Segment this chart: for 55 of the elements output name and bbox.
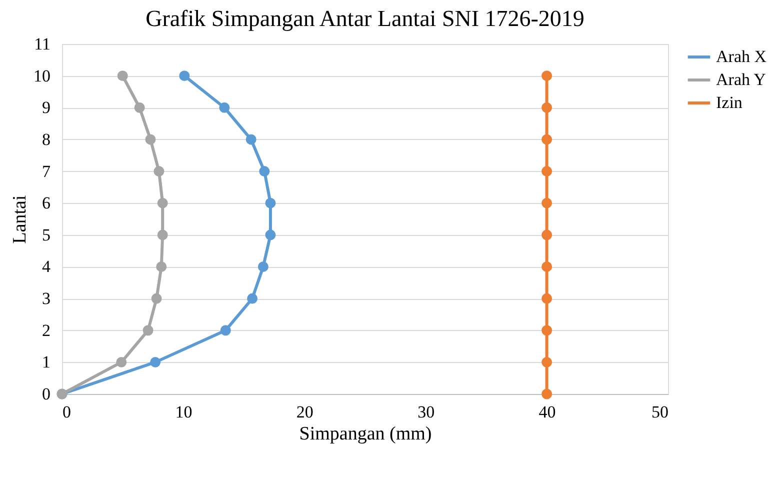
- y-tick-label: 9: [42, 98, 50, 118]
- point: [157, 230, 168, 240]
- y-axis-title: Lantai: [10, 195, 30, 244]
- point: [179, 70, 190, 82]
- y-tick-label: 5: [42, 225, 50, 244]
- y-tick-label: 4: [42, 257, 51, 276]
- x-tick-label: 10: [175, 402, 192, 422]
- point: [220, 325, 231, 336]
- point: [542, 388, 552, 400]
- legend-label: Arah X: [716, 47, 767, 66]
- point: [542, 198, 552, 208]
- point: [542, 261, 552, 272]
- point: [116, 356, 127, 368]
- point: [259, 166, 270, 177]
- y-tick-label: 6: [42, 194, 50, 213]
- point: [247, 293, 258, 304]
- y-tick-label: 11: [34, 34, 50, 54]
- legend-label: Arah Y: [716, 70, 766, 89]
- y-tick-label: 1: [42, 352, 50, 372]
- point: [142, 325, 154, 336]
- point: [156, 261, 167, 272]
- point: [150, 356, 161, 368]
- point: [265, 198, 276, 208]
- x-tick-label: 0: [62, 402, 71, 422]
- point: [246, 134, 256, 145]
- point: [157, 198, 168, 208]
- point: [134, 102, 145, 113]
- point: [258, 261, 268, 272]
- y-tick-label: 2: [42, 320, 50, 340]
- x-tick-label: 40: [538, 402, 556, 422]
- point: [265, 230, 276, 240]
- y-tick-label: 3: [42, 289, 50, 308]
- point: [542, 356, 552, 368]
- point: [219, 102, 230, 113]
- y-tick-label: 7: [42, 162, 51, 181]
- point: [542, 102, 552, 113]
- y-tick-label: 10: [34, 66, 50, 86]
- point: [542, 230, 552, 240]
- point: [542, 166, 552, 177]
- point: [542, 325, 552, 336]
- chart-title: Grafik Simpangan Antar Lantai SNI 1726-2019: [146, 6, 584, 31]
- point: [117, 70, 128, 82]
- point: [542, 70, 552, 82]
- x-tick-label: 20: [296, 402, 314, 422]
- point: [542, 293, 552, 304]
- point: [151, 293, 162, 304]
- x-tick-label: 30: [418, 402, 435, 422]
- y-tick-label: 8: [42, 130, 50, 149]
- x-tick-label: 50: [652, 402, 668, 422]
- point: [145, 134, 156, 145]
- point: [542, 134, 552, 145]
- point: [154, 166, 164, 177]
- x-axis-title: Simpangan (mm): [299, 424, 432, 444]
- legend-label: Izin: [716, 93, 743, 112]
- y-tick-label: 0: [42, 384, 50, 404]
